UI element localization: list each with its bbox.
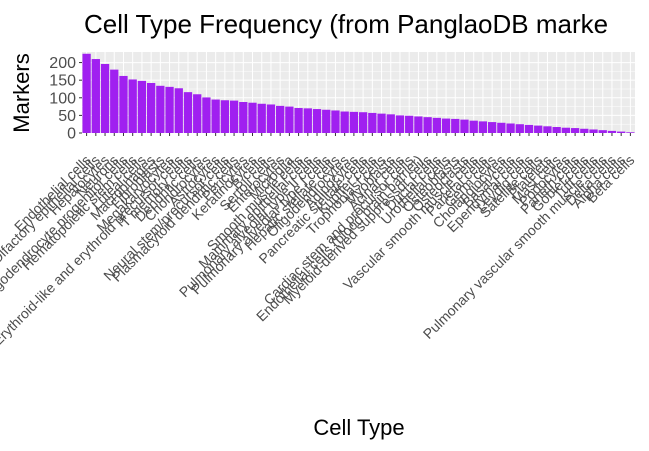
bar [294, 107, 303, 133]
bar [552, 127, 561, 133]
bar [451, 118, 460, 133]
bar [156, 85, 165, 133]
bar [285, 106, 294, 133]
bar [146, 82, 156, 133]
plot-panel [82, 52, 635, 133]
bar [386, 114, 395, 133]
y-tick-label: 50 [58, 108, 76, 125]
bar [506, 123, 515, 133]
bar [589, 129, 598, 133]
bar [460, 119, 469, 133]
bar [598, 130, 607, 133]
bar [91, 59, 100, 133]
y-tick-label: 200 [49, 55, 76, 72]
bar [414, 116, 423, 133]
bar [340, 111, 349, 133]
chart-title: Cell Type Frequency (from PanglaoDB mark… [84, 9, 608, 39]
bar [432, 117, 441, 133]
bar [607, 130, 617, 133]
bar [100, 63, 110, 134]
bar [561, 127, 571, 133]
bar [626, 132, 635, 133]
bar [331, 110, 340, 133]
bar [580, 128, 589, 133]
bar [165, 86, 174, 133]
bar [266, 104, 276, 133]
bar [358, 112, 368, 133]
bar [395, 115, 405, 133]
bar [368, 112, 377, 133]
bar [478, 121, 488, 133]
bar [423, 117, 432, 133]
bar [303, 108, 312, 133]
bar [534, 125, 543, 133]
bar [312, 109, 322, 133]
bar [183, 92, 193, 133]
bar [229, 100, 239, 133]
bar [211, 99, 220, 133]
x-axis-title: Cell Type [313, 415, 404, 440]
bar [405, 115, 414, 133]
bar [441, 118, 451, 133]
bar [82, 53, 91, 134]
y-axis-title: Markers [9, 53, 34, 132]
bar [487, 122, 497, 133]
bar [119, 75, 128, 133]
bar [137, 80, 147, 133]
bar [110, 69, 119, 133]
bar [257, 103, 266, 133]
bar [202, 97, 211, 133]
bar [349, 111, 359, 133]
bar [193, 94, 202, 133]
bar [220, 100, 230, 133]
bar [515, 124, 524, 133]
y-tick-label: 150 [49, 73, 76, 90]
y-tick-label: 0 [67, 126, 76, 143]
bar [543, 126, 552, 133]
bar [469, 120, 478, 133]
bar [174, 88, 183, 133]
bar [524, 124, 534, 133]
bars [82, 53, 635, 134]
bar [128, 79, 137, 133]
bar [497, 122, 506, 133]
y-tick-label: 100 [49, 90, 76, 107]
bar [248, 102, 257, 133]
bar [617, 131, 626, 133]
bar [322, 109, 331, 133]
bar [276, 105, 285, 133]
bar [570, 128, 580, 133]
bar [239, 102, 248, 133]
bar [377, 113, 386, 133]
